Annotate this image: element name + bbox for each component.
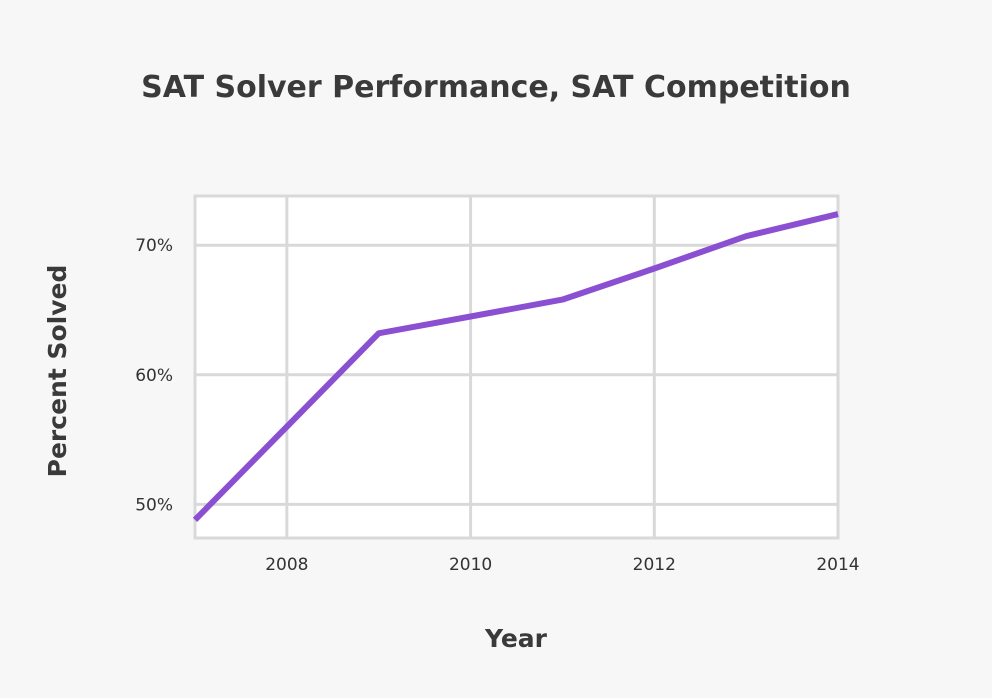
data-point-2007 <box>192 517 198 523</box>
y-tick-label-70: 70% <box>135 236 173 256</box>
data-point-2014 <box>835 211 841 217</box>
data-point-2008 <box>284 424 290 430</box>
x-tick-label-2008: 2008 <box>265 555 308 575</box>
x-tick-label-2014: 2014 <box>816 555 859 575</box>
x-tick-label-2010: 2010 <box>449 555 492 575</box>
series-layer <box>192 211 841 523</box>
chart-title: SAT Solver Performance, SAT Competition <box>141 70 851 105</box>
data-point-2012 <box>651 266 657 272</box>
x-tick-label-2012: 2012 <box>633 555 676 575</box>
grid-lines <box>195 196 838 538</box>
x-axis-title: Year <box>484 624 548 653</box>
data-point-2013 <box>743 233 749 239</box>
x-axis-ticks: 2008 2010 2012 2014 <box>265 555 859 575</box>
data-point-2009 <box>376 330 382 336</box>
y-axis-ticks: 50% 60% 70% <box>135 236 173 515</box>
series-line-0 <box>192 211 839 523</box>
data-point-2010 <box>468 313 474 319</box>
y-axis-title: Percent Solved <box>43 265 72 478</box>
plot-area <box>193 194 840 540</box>
data-point-2011 <box>559 297 565 303</box>
y-tick-label-50: 50% <box>135 495 173 515</box>
y-tick-label-60: 60% <box>135 366 173 386</box>
